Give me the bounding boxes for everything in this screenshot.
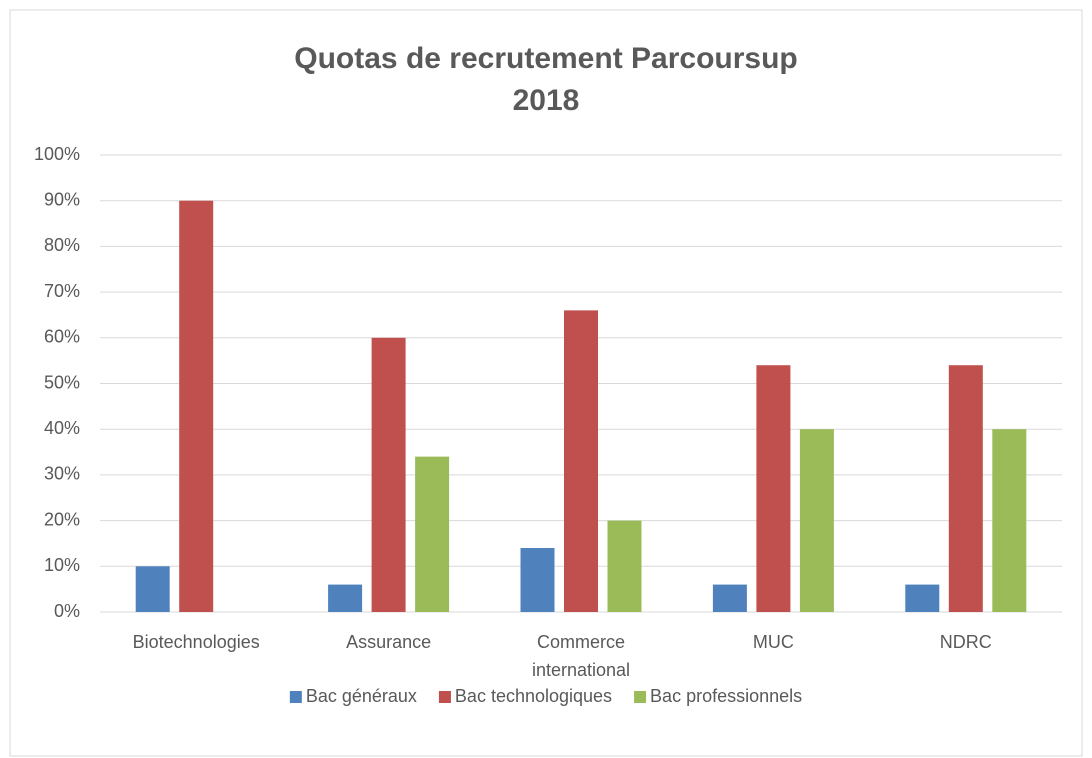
x-tick-label: Commerce international [532, 632, 630, 680]
y-tick-label: 60% [44, 327, 80, 347]
x-tick-label: NDRC [940, 632, 992, 652]
bar [328, 584, 363, 612]
y-tick-label: 10% [44, 555, 80, 575]
legend-label: Bac professionnels [650, 686, 802, 706]
bar [756, 365, 791, 612]
x-tick-label: Biotechnologies [133, 632, 260, 652]
y-tick-label: 100% [34, 144, 80, 164]
y-tick-label: 70% [44, 281, 80, 301]
bar [135, 566, 170, 612]
bar [520, 548, 555, 612]
bar [564, 310, 598, 612]
legend-swatch [634, 691, 647, 703]
bar [415, 456, 450, 612]
bar [179, 200, 214, 612]
legend-swatch [289, 691, 302, 703]
bar [799, 429, 834, 612]
bar [371, 337, 406, 612]
bar [712, 584, 747, 612]
y-tick-label: 0% [54, 601, 80, 621]
x-tick-label: Assurance [346, 632, 431, 652]
y-tick-label: 80% [44, 235, 80, 255]
bar [607, 520, 642, 612]
y-tick-label: 40% [44, 418, 80, 438]
bar [948, 365, 983, 612]
bar [992, 429, 1027, 612]
legend-swatch [438, 691, 451, 703]
y-tick-label: 90% [44, 189, 80, 209]
bar [905, 584, 940, 612]
y-tick-label: 20% [44, 509, 80, 529]
y-tick-label: 50% [44, 372, 80, 392]
y-tick-label: 30% [44, 464, 80, 484]
chart-title: Quotas de recrutement Parcoursup 2018 [294, 42, 797, 117]
x-tick-label: MUC [753, 632, 794, 652]
legend-label: Bac généraux [306, 686, 417, 706]
legend-label: Bac technologiques [455, 686, 612, 706]
